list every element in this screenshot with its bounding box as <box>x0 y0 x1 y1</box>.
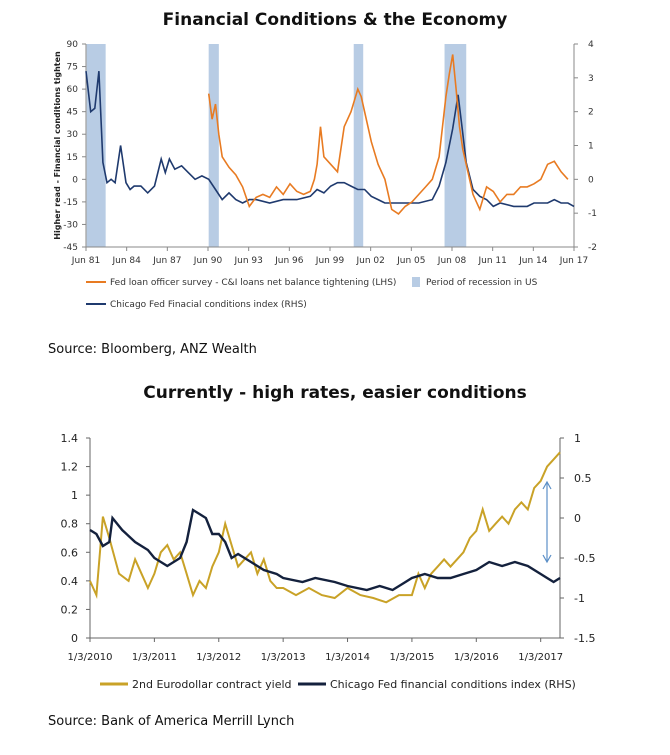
x-tick-label: Jun 11 <box>477 256 506 266</box>
y-tick-label: 1.4 <box>61 432 79 445</box>
x-tick-label: 1/3/2016 <box>454 652 499 663</box>
x-tick-label: 1/3/2014 <box>325 652 370 663</box>
legend-label-recession: Period of recession in US <box>426 278 538 288</box>
y2-tick-label: -1 <box>588 209 597 219</box>
legend-label-fed-loan: Fed loan officer survey - C&I loans net … <box>110 278 396 288</box>
y-tick-label: 60 <box>67 85 79 95</box>
series-eurodollar-line <box>89 451 561 604</box>
y2-tick-label: 1 <box>574 432 581 445</box>
y2-tick-label: -2 <box>588 243 597 253</box>
y-tick-label: 0.2 <box>61 603 79 616</box>
recession-band <box>353 44 364 247</box>
x-tick-label: 1/3/2011 <box>132 652 177 663</box>
legend-label-eurodollar: 2nd Eurodollar contract yield <box>132 678 292 691</box>
y-tick-label: 0.6 <box>61 546 79 559</box>
x-tick-label: Jun 87 <box>152 256 181 266</box>
y2-tick-label: 4 <box>588 40 594 50</box>
legend-label-chicago-fed: Chicago Fed Finacial conditions index (R… <box>110 300 307 310</box>
y2-tick-label: 0 <box>588 175 594 185</box>
x-tick-label: Jun 90 <box>193 256 223 266</box>
chart2-title: Currently - high rates, easier condition… <box>143 383 527 403</box>
recession-band <box>86 44 106 247</box>
y-tick-label: 0.8 <box>61 518 79 531</box>
y-tick-label: 15 <box>67 153 78 163</box>
x-tick-label: Jun 81 <box>71 256 100 266</box>
y-tick-label: 1 <box>71 489 78 502</box>
x-tick-label: 1/3/2010 <box>68 652 113 663</box>
y-tick-label: 75 <box>67 63 78 73</box>
y2-tick-label: 3 <box>588 74 594 84</box>
x-tick-label: 1/3/2015 <box>389 652 434 663</box>
y2-tick-label: 1 <box>588 142 594 152</box>
x-tick-label: 1/3/2017 <box>518 652 563 663</box>
source-note-2: Source: Bank of America Merrill Lynch <box>48 714 295 729</box>
y2-tick-label: 0 <box>574 512 581 525</box>
y-tick-label: 0.4 <box>61 575 79 588</box>
y2-tick-label: 0.5 <box>574 472 592 485</box>
y2-tick-label: -0.5 <box>574 552 595 565</box>
recession-band <box>444 44 467 247</box>
source-note-1: Source: Bloomberg, ANZ Wealth <box>48 342 257 357</box>
y-tick-label: -45 <box>63 243 78 253</box>
x-tick-label: Jun 17 <box>559 256 588 266</box>
y-tick-label: 90 <box>67 40 79 50</box>
y-axis-label: Higher read - Financial conditions tight… <box>53 51 62 240</box>
gap-arrow-head-down <box>542 554 552 564</box>
x-tick-label: Jun 14 <box>518 256 548 266</box>
x-tick-label: Jun 02 <box>355 256 384 266</box>
y2-tick-label: -1 <box>574 592 585 605</box>
y2-tick-label: -1.5 <box>574 632 595 645</box>
chart2: 0 0.2 0.4 0.6 0.8 1 1.2 1.4 -1.5 -1 -0.5 0 0.5 1 1/3/2… <box>61 432 596 691</box>
x-tick-label: 1/3/2012 <box>196 652 241 663</box>
x-tick-label: Jun 08 <box>437 256 467 266</box>
y-tick-label: 1.2 <box>61 461 79 474</box>
x-tick-label: Jun 05 <box>396 256 425 266</box>
recession-band <box>208 44 219 247</box>
legend-swatch-recession <box>412 277 420 287</box>
y-tick-label: 30 <box>67 130 79 140</box>
y2-tick-label: 2 <box>588 108 594 118</box>
x-tick-label: 1/3/2013 <box>261 652 306 663</box>
gap-arrow-head-up <box>542 480 552 490</box>
legend-label-chicago-fed: Chicago Fed financial conditions index (… <box>330 678 576 691</box>
y-tick-label: 0 <box>72 175 78 185</box>
x-tick-label: Jun 93 <box>233 256 262 266</box>
chart1-title: Financial Conditions & the Economy <box>162 10 508 30</box>
series-chicago-fed-line <box>89 508 561 592</box>
x-tick-label: Jun 84 <box>111 256 141 266</box>
x-tick-label: Jun 99 <box>315 256 345 266</box>
y-tick-label: -30 <box>63 220 78 230</box>
series-chicago-fed-line <box>85 71 575 208</box>
series-fed-loan-survey-line <box>207 54 569 215</box>
y-tick-label: 0 <box>71 632 78 645</box>
y-tick-label: -15 <box>63 198 78 208</box>
x-tick-label: Jun 96 <box>274 256 304 266</box>
chart1: -45 -30 -15 0 15 30 45 60 75 90 -2 -1 0 1 2 3 4 Jun 81 Jun… <box>53 40 597 310</box>
y-tick-label: 45 <box>67 108 78 118</box>
